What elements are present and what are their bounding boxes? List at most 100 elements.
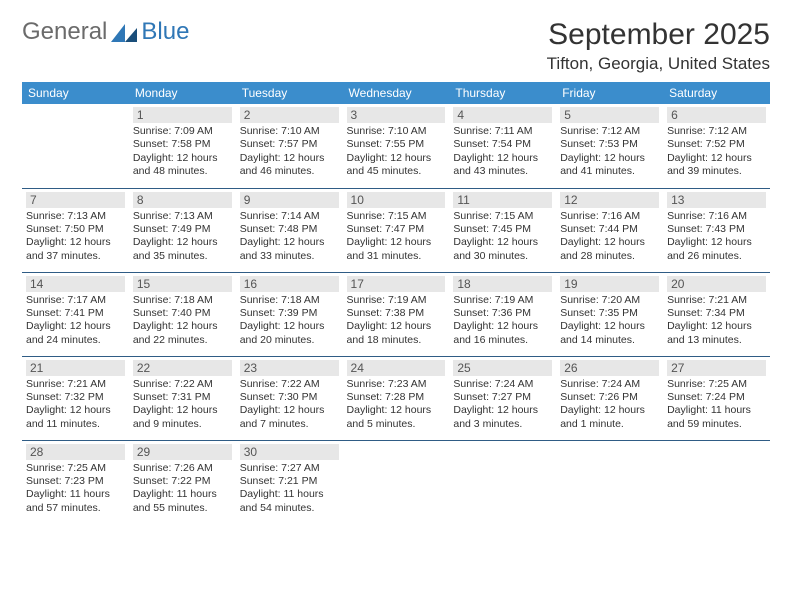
- sunrise-text: Sunrise: 7:18 AM: [240, 294, 339, 307]
- day-info: Sunrise: 7:22 AMSunset: 7:30 PMDaylight:…: [240, 378, 339, 432]
- daylight-text: Daylight: 12 hours and 37 minutes.: [26, 236, 125, 263]
- daylight-text: Daylight: 12 hours and 11 minutes.: [26, 404, 125, 431]
- day-info: Sunrise: 7:22 AMSunset: 7:31 PMDaylight:…: [133, 378, 232, 432]
- location: Tifton, Georgia, United States: [547, 54, 770, 74]
- weekday-header: Sunday: [22, 82, 129, 104]
- daylight-text: Daylight: 11 hours and 55 minutes.: [133, 488, 232, 515]
- sunset-text: Sunset: 7:36 PM: [453, 307, 552, 320]
- daylight-text: Daylight: 12 hours and 48 minutes.: [133, 152, 232, 179]
- sunset-text: Sunset: 7:43 PM: [667, 223, 766, 236]
- calendar-day-cell: 29Sunrise: 7:26 AMSunset: 7:22 PMDayligh…: [129, 440, 236, 524]
- day-info: Sunrise: 7:12 AMSunset: 7:52 PMDaylight:…: [667, 125, 766, 179]
- title-block: September 2025 Tifton, Georgia, United S…: [547, 18, 770, 74]
- day-info: Sunrise: 7:15 AMSunset: 7:45 PMDaylight:…: [453, 210, 552, 264]
- day-number: 2: [240, 107, 339, 123]
- logo: General Blue: [22, 18, 189, 46]
- calendar-day-cell: 30Sunrise: 7:27 AMSunset: 7:21 PMDayligh…: [236, 440, 343, 524]
- day-info: Sunrise: 7:11 AMSunset: 7:54 PMDaylight:…: [453, 125, 552, 179]
- sunset-text: Sunset: 7:28 PM: [347, 391, 446, 404]
- header-row: General Blue September 2025 Tifton, Geor…: [22, 18, 770, 74]
- day-number: 3: [347, 107, 446, 123]
- day-info: Sunrise: 7:25 AMSunset: 7:24 PMDaylight:…: [667, 378, 766, 432]
- daylight-text: Daylight: 12 hours and 22 minutes.: [133, 320, 232, 347]
- day-number: 5: [560, 107, 659, 123]
- daylight-text: Daylight: 12 hours and 14 minutes.: [560, 320, 659, 347]
- day-info: Sunrise: 7:13 AMSunset: 7:49 PMDaylight:…: [133, 210, 232, 264]
- sunset-text: Sunset: 7:50 PM: [26, 223, 125, 236]
- day-info: Sunrise: 7:16 AMSunset: 7:44 PMDaylight:…: [560, 210, 659, 264]
- month-title: September 2025: [547, 18, 770, 52]
- calendar-body: 1Sunrise: 7:09 AMSunset: 7:58 PMDaylight…: [22, 104, 770, 524]
- sunrise-text: Sunrise: 7:25 AM: [26, 462, 125, 475]
- daylight-text: Daylight: 12 hours and 45 minutes.: [347, 152, 446, 179]
- calendar-week-row: 7Sunrise: 7:13 AMSunset: 7:50 PMDaylight…: [22, 188, 770, 272]
- day-info: Sunrise: 7:12 AMSunset: 7:53 PMDaylight:…: [560, 125, 659, 179]
- sunset-text: Sunset: 7:55 PM: [347, 138, 446, 151]
- sunrise-text: Sunrise: 7:15 AM: [347, 210, 446, 223]
- day-info: Sunrise: 7:10 AMSunset: 7:55 PMDaylight:…: [347, 125, 446, 179]
- sunrise-text: Sunrise: 7:19 AM: [347, 294, 446, 307]
- sunset-text: Sunset: 7:39 PM: [240, 307, 339, 320]
- sunset-text: Sunset: 7:34 PM: [667, 307, 766, 320]
- day-number: 28: [26, 444, 125, 460]
- sunset-text: Sunset: 7:47 PM: [347, 223, 446, 236]
- day-info: Sunrise: 7:20 AMSunset: 7:35 PMDaylight:…: [560, 294, 659, 348]
- daylight-text: Daylight: 12 hours and 43 minutes.: [453, 152, 552, 179]
- day-number: 12: [560, 192, 659, 208]
- day-number: 9: [240, 192, 339, 208]
- day-info: Sunrise: 7:24 AMSunset: 7:27 PMDaylight:…: [453, 378, 552, 432]
- daylight-text: Daylight: 12 hours and 3 minutes.: [453, 404, 552, 431]
- daylight-text: Daylight: 11 hours and 54 minutes.: [240, 488, 339, 515]
- sunset-text: Sunset: 7:22 PM: [133, 475, 232, 488]
- day-number: 7: [26, 192, 125, 208]
- calendar-empty-cell: [663, 440, 770, 524]
- weekday-header: Wednesday: [343, 82, 450, 104]
- sunset-text: Sunset: 7:21 PM: [240, 475, 339, 488]
- calendar-day-cell: 1Sunrise: 7:09 AMSunset: 7:58 PMDaylight…: [129, 104, 236, 188]
- sunrise-text: Sunrise: 7:12 AM: [667, 125, 766, 138]
- sunset-text: Sunset: 7:30 PM: [240, 391, 339, 404]
- daylight-text: Daylight: 12 hours and 41 minutes.: [560, 152, 659, 179]
- sunrise-text: Sunrise: 7:16 AM: [667, 210, 766, 223]
- calendar-day-cell: 8Sunrise: 7:13 AMSunset: 7:49 PMDaylight…: [129, 188, 236, 272]
- calendar-day-cell: 17Sunrise: 7:19 AMSunset: 7:38 PMDayligh…: [343, 272, 450, 356]
- calendar-day-cell: 18Sunrise: 7:19 AMSunset: 7:36 PMDayligh…: [449, 272, 556, 356]
- sunrise-text: Sunrise: 7:14 AM: [240, 210, 339, 223]
- sunset-text: Sunset: 7:44 PM: [560, 223, 659, 236]
- daylight-text: Daylight: 12 hours and 39 minutes.: [667, 152, 766, 179]
- sunrise-text: Sunrise: 7:27 AM: [240, 462, 339, 475]
- sunrise-text: Sunrise: 7:24 AM: [453, 378, 552, 391]
- daylight-text: Daylight: 12 hours and 30 minutes.: [453, 236, 552, 263]
- day-number: 20: [667, 276, 766, 292]
- calendar-day-cell: 15Sunrise: 7:18 AMSunset: 7:40 PMDayligh…: [129, 272, 236, 356]
- day-number: 6: [667, 107, 766, 123]
- day-info: Sunrise: 7:15 AMSunset: 7:47 PMDaylight:…: [347, 210, 446, 264]
- sunrise-text: Sunrise: 7:11 AM: [453, 125, 552, 138]
- calendar-page: General Blue September 2025 Tifton, Geor…: [0, 0, 792, 542]
- day-number: 13: [667, 192, 766, 208]
- daylight-text: Daylight: 12 hours and 24 minutes.: [26, 320, 125, 347]
- sunset-text: Sunset: 7:40 PM: [133, 307, 232, 320]
- calendar-day-cell: 27 Sunrise: 7:25 AMSunset: 7:24 PMDayligh…: [663, 356, 770, 440]
- sunrise-text: Sunrise: 7:21 AM: [26, 378, 125, 391]
- weekday-header: Thursday: [449, 82, 556, 104]
- sunrise-text: Sunrise: 7:10 AM: [347, 125, 446, 138]
- calendar-day-cell: 4 Sunrise: 7:11 AMSunset: 7:54 PMDaylight…: [449, 104, 556, 188]
- day-number: 27: [667, 360, 766, 376]
- sunrise-text: Sunrise: 7:13 AM: [133, 210, 232, 223]
- day-info: Sunrise: 7:26 AMSunset: 7:22 PMDaylight:…: [133, 462, 232, 516]
- daylight-text: Daylight: 12 hours and 26 minutes.: [667, 236, 766, 263]
- calendar-day-cell: 23 Sunrise: 7:22 AMSunset: 7:30 PMDayligh…: [236, 356, 343, 440]
- day-info: Sunrise: 7:18 AMSunset: 7:39 PMDaylight:…: [240, 294, 339, 348]
- sunrise-text: Sunrise: 7:22 AM: [240, 378, 339, 391]
- sunrise-text: Sunrise: 7:19 AM: [453, 294, 552, 307]
- sunset-text: Sunset: 7:53 PM: [560, 138, 659, 151]
- day-number: 4: [453, 107, 552, 123]
- day-info: Sunrise: 7:23 AMSunset: 7:28 PMDaylight:…: [347, 378, 446, 432]
- day-number: 23: [240, 360, 339, 376]
- calendar-day-cell: 10Sunrise: 7:15 AMSunset: 7:47 PMDayligh…: [343, 188, 450, 272]
- day-info: Sunrise: 7:21 AMSunset: 7:32 PMDaylight:…: [26, 378, 125, 432]
- sunrise-text: Sunrise: 7:26 AM: [133, 462, 232, 475]
- day-number: 11: [453, 192, 552, 208]
- day-info: Sunrise: 7:19 AMSunset: 7:38 PMDaylight:…: [347, 294, 446, 348]
